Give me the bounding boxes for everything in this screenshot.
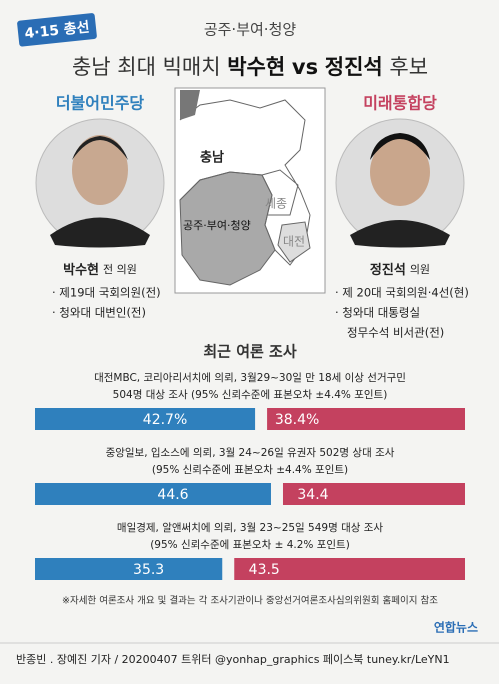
suit	[350, 220, 450, 248]
career: · 제 20대 국회의원·4선(현)	[335, 286, 469, 300]
poll-description: 대전MBC, 코리아리서치에 의뢰, 3월29~30일 만 18세 이상 선거구…	[94, 371, 406, 384]
title-vs: vs	[292, 55, 318, 79]
candidate: 박수현 전 의원	[63, 262, 137, 278]
bar	[35, 408, 256, 430]
title-prefix: 충남 최대 빅매치	[72, 55, 221, 79]
face	[72, 135, 128, 205]
career: · 청와대 대통령실	[335, 306, 420, 320]
poll-description: 중앙일보, 입소스에 의뢰, 3월 24~26일 유권자 502명 상대 조사	[106, 446, 395, 459]
polls-title: 최근 여론 조사	[203, 343, 296, 361]
candidate-name: 박수현	[63, 262, 99, 278]
candidate-name: 정진석	[370, 262, 406, 278]
party: 미래통합당	[363, 94, 437, 113]
career: 정무수석 비서관(전)	[347, 326, 444, 340]
title-name-a: 박수현	[227, 55, 285, 79]
map-label: 충남	[200, 150, 224, 166]
title: 충남 최대 빅매치 박수현 vs 정진석 후보	[72, 55, 428, 79]
map-label: 대전	[283, 235, 305, 249]
bar	[267, 408, 465, 430]
bar	[35, 558, 223, 580]
bar	[234, 558, 465, 580]
face	[370, 138, 430, 206]
poll-description: 504명 대상 조사 (95% 신뢰수준에 표본오차 ±4.4% 포인트)	[113, 389, 388, 401]
logo: 연합뉴스	[434, 620, 478, 635]
value-label: 43.5	[249, 562, 280, 578]
poll-description: 매일경제, 알앤써치에 의뢰, 3월 23~25일 549명 대상 조사	[117, 521, 383, 534]
title-name-b: 정진석	[325, 55, 383, 79]
badge: 4·15 총선	[17, 13, 97, 47]
suit	[50, 217, 150, 248]
candidate: 정진석 의원	[370, 262, 430, 278]
bar	[282, 483, 465, 505]
value-label: 42.7%	[143, 412, 187, 428]
badge-text: 4·15 총선	[24, 19, 91, 42]
hair	[370, 133, 430, 160]
value-label: 38.4%	[275, 412, 319, 428]
subtitle: 공주·부여·청양	[204, 21, 297, 39]
map-label: 공주·부여·청양	[183, 219, 251, 232]
career: · 청와대 대변인(전)	[52, 306, 146, 320]
bar	[35, 483, 271, 505]
badge-bg	[17, 13, 97, 47]
party: 더불어민주당	[56, 94, 145, 113]
note: ※자세한 여론조사 개요 및 결과는 각 조사기관이나 중앙선거여론조사심의위원…	[62, 595, 438, 607]
career: · 제19대 국회의원(전)	[52, 286, 161, 300]
poll-description: (95% 신뢰수준에 표본오차 ±4.4% 포인트)	[152, 464, 348, 476]
footer: 반종빈 . 장예진 기자 / 20200407 트위터 @yonhap_grap…	[16, 653, 450, 666]
candidate-position: 전 의원	[103, 263, 137, 276]
candidate-position: 의원	[410, 263, 430, 276]
hair	[72, 136, 128, 160]
map-borders	[179, 99, 311, 266]
value-label: 34.4	[297, 487, 328, 503]
map-sea	[180, 90, 200, 120]
photo-right	[335, 118, 465, 248]
value-label: 44.6	[157, 487, 188, 503]
poll-description: (95% 신뢰수준에 표본오차 ± 4.2% 포인트)	[150, 539, 350, 551]
title-suffix: 후보	[389, 55, 428, 79]
map-label: 세종	[265, 197, 287, 211]
map-daejeon	[277, 221, 311, 263]
photo-left	[35, 118, 165, 248]
value-label: 35.3	[133, 562, 164, 578]
